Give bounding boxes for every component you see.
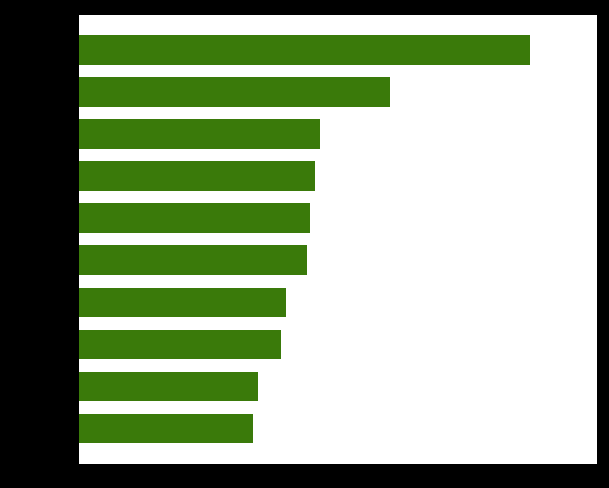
Bar [79, 414, 253, 443]
Bar [79, 35, 529, 64]
Bar [79, 245, 307, 275]
Bar [79, 77, 390, 106]
Bar [79, 203, 309, 233]
Bar [79, 161, 315, 191]
Bar [79, 372, 258, 401]
Bar [79, 119, 320, 149]
Bar [79, 329, 281, 359]
Bar [79, 287, 286, 317]
